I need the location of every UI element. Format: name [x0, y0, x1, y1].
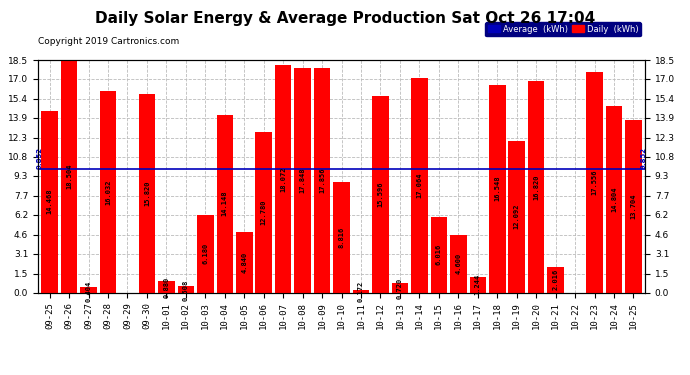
Bar	[139, 94, 155, 292]
Text: 4.840: 4.840	[241, 252, 247, 273]
Bar	[606, 106, 622, 292]
Bar	[586, 72, 603, 292]
Text: 8.816: 8.816	[339, 226, 344, 248]
Text: 13.704: 13.704	[631, 194, 636, 219]
Bar	[431, 217, 447, 292]
Text: 9.852: 9.852	[37, 147, 43, 169]
Text: 17.848: 17.848	[299, 168, 306, 193]
Bar	[411, 78, 428, 292]
Text: Copyright 2019 Cartronics.com: Copyright 2019 Cartronics.com	[38, 38, 179, 46]
Text: 14.804: 14.804	[611, 187, 617, 212]
Text: 17.556: 17.556	[591, 170, 598, 195]
Text: 14.468: 14.468	[47, 189, 52, 214]
Bar	[236, 232, 253, 292]
Bar	[392, 284, 408, 292]
Text: 18.072: 18.072	[280, 166, 286, 192]
Bar	[275, 65, 291, 292]
Text: 16.548: 16.548	[494, 176, 500, 201]
Legend: Average  (kWh), Daily  (kWh): Average (kWh), Daily (kWh)	[485, 22, 641, 36]
Text: 6.016: 6.016	[436, 244, 442, 266]
Bar	[547, 267, 564, 292]
Text: 16.820: 16.820	[533, 174, 539, 200]
Bar	[372, 96, 388, 292]
Text: 17.064: 17.064	[416, 172, 422, 198]
Text: 9.852: 9.852	[640, 147, 647, 169]
Text: 12.092: 12.092	[513, 204, 520, 229]
Bar	[353, 290, 369, 292]
Text: 2.016: 2.016	[553, 269, 559, 291]
Bar	[489, 84, 506, 292]
Bar	[255, 132, 272, 292]
Text: 0.880: 0.880	[164, 276, 170, 298]
Bar	[625, 120, 642, 292]
Text: 0.172: 0.172	[358, 281, 364, 302]
Bar	[295, 68, 311, 292]
Bar	[100, 91, 117, 292]
Bar	[80, 287, 97, 292]
Text: 0.404: 0.404	[86, 280, 92, 302]
Text: 4.600: 4.600	[455, 253, 462, 274]
Text: 1.244: 1.244	[475, 274, 481, 295]
Bar	[333, 182, 350, 292]
Bar	[469, 277, 486, 292]
Text: 0.720: 0.720	[397, 278, 403, 298]
Bar	[509, 141, 525, 292]
Bar	[450, 235, 466, 292]
Text: 17.856: 17.856	[319, 168, 325, 193]
Bar	[41, 111, 58, 292]
Text: 6.180: 6.180	[202, 243, 208, 264]
Bar	[197, 215, 214, 292]
Text: 14.148: 14.148	[221, 191, 228, 216]
Bar	[314, 68, 331, 292]
Text: 16.032: 16.032	[105, 179, 111, 204]
Text: 15.596: 15.596	[377, 182, 384, 207]
Bar	[177, 286, 194, 292]
Text: 12.780: 12.780	[261, 200, 267, 225]
Bar	[217, 115, 233, 292]
Text: Daily Solar Energy & Average Production Sat Oct 26 17:04: Daily Solar Energy & Average Production …	[95, 11, 595, 26]
Text: 15.820: 15.820	[144, 180, 150, 206]
Bar	[528, 81, 544, 292]
Bar	[158, 282, 175, 292]
Text: 0.508: 0.508	[183, 279, 189, 300]
Bar	[61, 60, 77, 292]
Text: 18.504: 18.504	[66, 164, 72, 189]
